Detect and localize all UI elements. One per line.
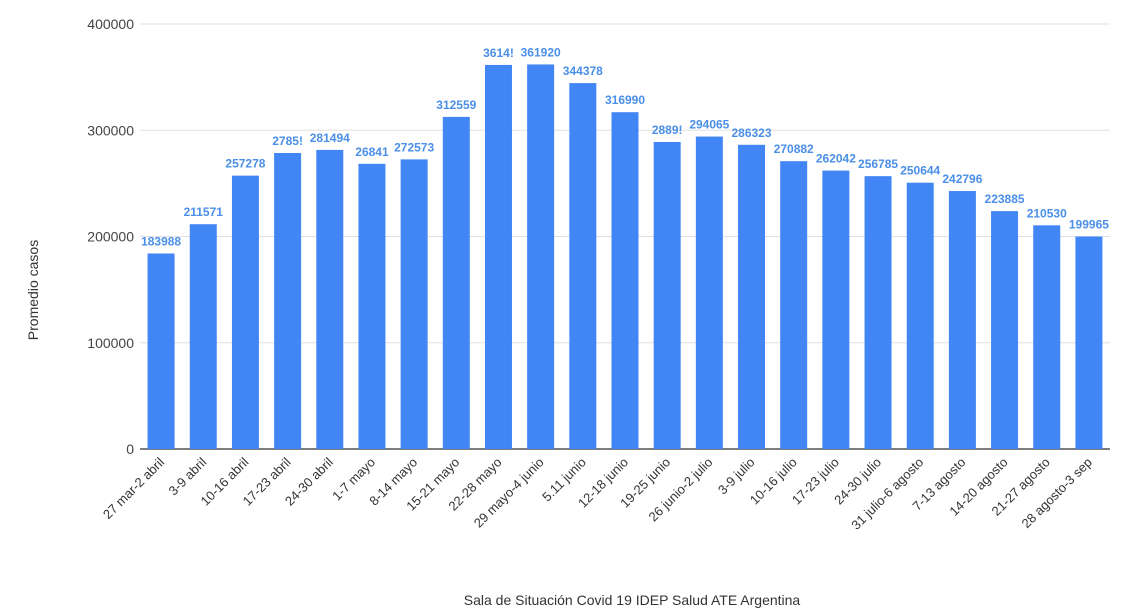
data-label: 256785: [858, 157, 898, 171]
bar: [738, 144, 766, 450]
data-label: 250644: [900, 164, 940, 178]
data-label: 199965: [1069, 218, 1109, 232]
data-label: 26841: [355, 145, 389, 159]
y-tick-label: 0: [126, 441, 134, 457]
y-axis-title: Promedio casos: [25, 240, 41, 340]
data-label: 2785!: [272, 134, 303, 148]
data-label: 3614!: [483, 46, 514, 60]
data-label: 361920: [521, 45, 561, 59]
bar: [231, 175, 259, 449]
y-tick-label: 400000: [87, 16, 134, 32]
data-labels: 183988 211571 257278 2785! 281494 26841 272573…: [141, 45, 1109, 248]
bar: [653, 142, 681, 449]
data-label: 286323: [731, 126, 771, 140]
bar: [864, 176, 892, 449]
data-label: 272573: [394, 140, 434, 154]
bar: [1075, 236, 1103, 449]
bar: [695, 136, 723, 449]
bar: [822, 170, 850, 449]
bar: [1033, 225, 1061, 449]
data-label: 223885: [985, 192, 1025, 206]
bar: [274, 153, 302, 450]
x-tick-label: 31 julio-6 agosto: [848, 455, 926, 533]
bar: [442, 116, 470, 449]
bar: [358, 163, 386, 450]
bar: [189, 224, 217, 449]
data-label: 183988: [141, 235, 181, 249]
data-label: 281494: [310, 131, 350, 145]
bar: [527, 64, 555, 450]
y-axis-ticks: 0 100000 200000 300000 400000: [87, 16, 134, 457]
bar: [147, 253, 175, 449]
bar: [569, 83, 597, 449]
bar: [400, 159, 428, 450]
y-tick-label: 200000: [87, 229, 134, 245]
bar: [780, 161, 808, 450]
data-label: 2889!: [652, 123, 683, 137]
data-label: 312559: [436, 98, 476, 112]
data-label: 316990: [605, 93, 645, 107]
x-axis-title: Sala de Situación Covid 19 IDEP Salud AT…: [464, 592, 801, 608]
bars: [147, 64, 1103, 450]
data-label: 211571: [184, 205, 224, 219]
bar: [316, 149, 344, 449]
bar: [906, 182, 934, 450]
data-label: 262042: [816, 152, 856, 166]
data-label: 344378: [563, 64, 603, 78]
x-tick-label: 3-9 julio: [715, 455, 758, 498]
x-tick-label: 27 mar-2 abril: [100, 454, 167, 521]
data-label: 242796: [942, 172, 982, 186]
y-tick-label: 300000: [87, 122, 134, 138]
data-label: 270882: [774, 142, 814, 156]
data-label: 294065: [689, 118, 729, 132]
bar: [484, 64, 512, 449]
bar: [611, 112, 639, 450]
data-label: 257278: [225, 157, 265, 171]
data-label: 210530: [1027, 206, 1067, 220]
y-tick-label: 100000: [87, 335, 134, 351]
bar: [991, 211, 1019, 449]
bar: [948, 191, 976, 450]
